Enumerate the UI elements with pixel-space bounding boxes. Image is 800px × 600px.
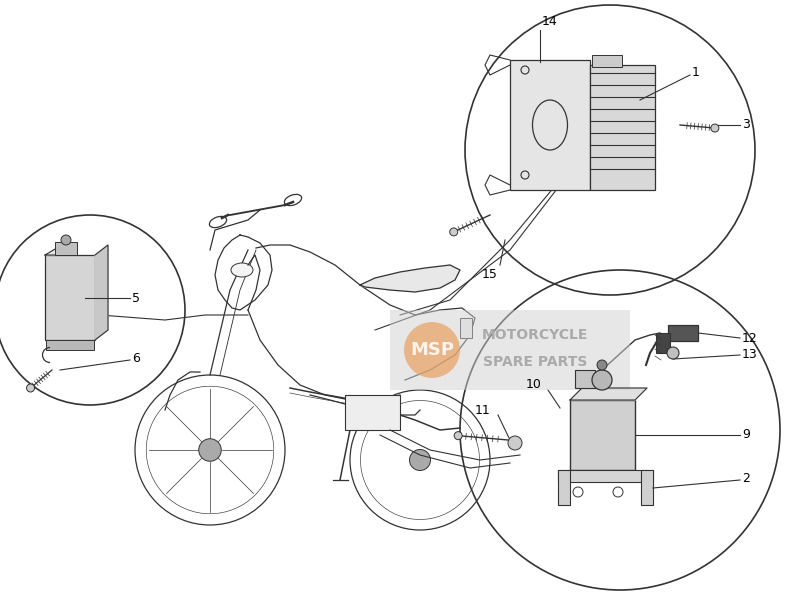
Circle shape	[450, 228, 458, 236]
Text: 14: 14	[542, 15, 558, 28]
Circle shape	[613, 487, 623, 497]
Text: 5: 5	[132, 292, 140, 304]
Text: 3: 3	[742, 118, 750, 131]
Circle shape	[404, 322, 460, 378]
Bar	[45, 255, 95, 340]
Circle shape	[508, 436, 522, 450]
Text: 9: 9	[742, 428, 750, 442]
Bar	[558, 470, 653, 482]
Bar	[460, 318, 472, 338]
Bar	[641, 470, 653, 505]
Bar	[590, 65, 655, 190]
Bar	[510, 60, 590, 190]
Bar	[390, 310, 630, 390]
Circle shape	[592, 370, 612, 390]
Circle shape	[61, 235, 71, 245]
Polygon shape	[570, 388, 647, 400]
Circle shape	[667, 347, 679, 359]
Circle shape	[597, 360, 607, 370]
Text: 15: 15	[482, 268, 498, 281]
Text: 2: 2	[742, 472, 750, 485]
Circle shape	[26, 384, 34, 392]
Text: 10: 10	[526, 379, 542, 391]
Bar	[46, 340, 94, 350]
Polygon shape	[95, 245, 108, 340]
Circle shape	[198, 439, 222, 461]
Bar	[575, 370, 595, 388]
Text: SPARE PARTS: SPARE PARTS	[483, 355, 587, 369]
Bar	[558, 470, 570, 505]
Bar	[668, 325, 698, 341]
Polygon shape	[45, 245, 75, 255]
Text: 6: 6	[132, 352, 140, 364]
Ellipse shape	[231, 263, 253, 277]
Bar	[656, 333, 670, 353]
Circle shape	[573, 487, 583, 497]
Bar	[345, 395, 400, 430]
Text: 11: 11	[474, 403, 490, 416]
Circle shape	[454, 431, 462, 440]
Circle shape	[711, 124, 719, 132]
Bar	[55, 242, 77, 255]
Polygon shape	[360, 265, 460, 292]
Text: 12: 12	[742, 331, 758, 344]
Text: 13: 13	[742, 349, 758, 361]
Circle shape	[410, 449, 430, 470]
Bar	[592, 55, 622, 67]
Text: MOTORCYCLE: MOTORCYCLE	[482, 328, 588, 342]
Bar	[570, 400, 635, 470]
Text: MSP: MSP	[410, 341, 454, 359]
Text: 1: 1	[692, 67, 700, 79]
